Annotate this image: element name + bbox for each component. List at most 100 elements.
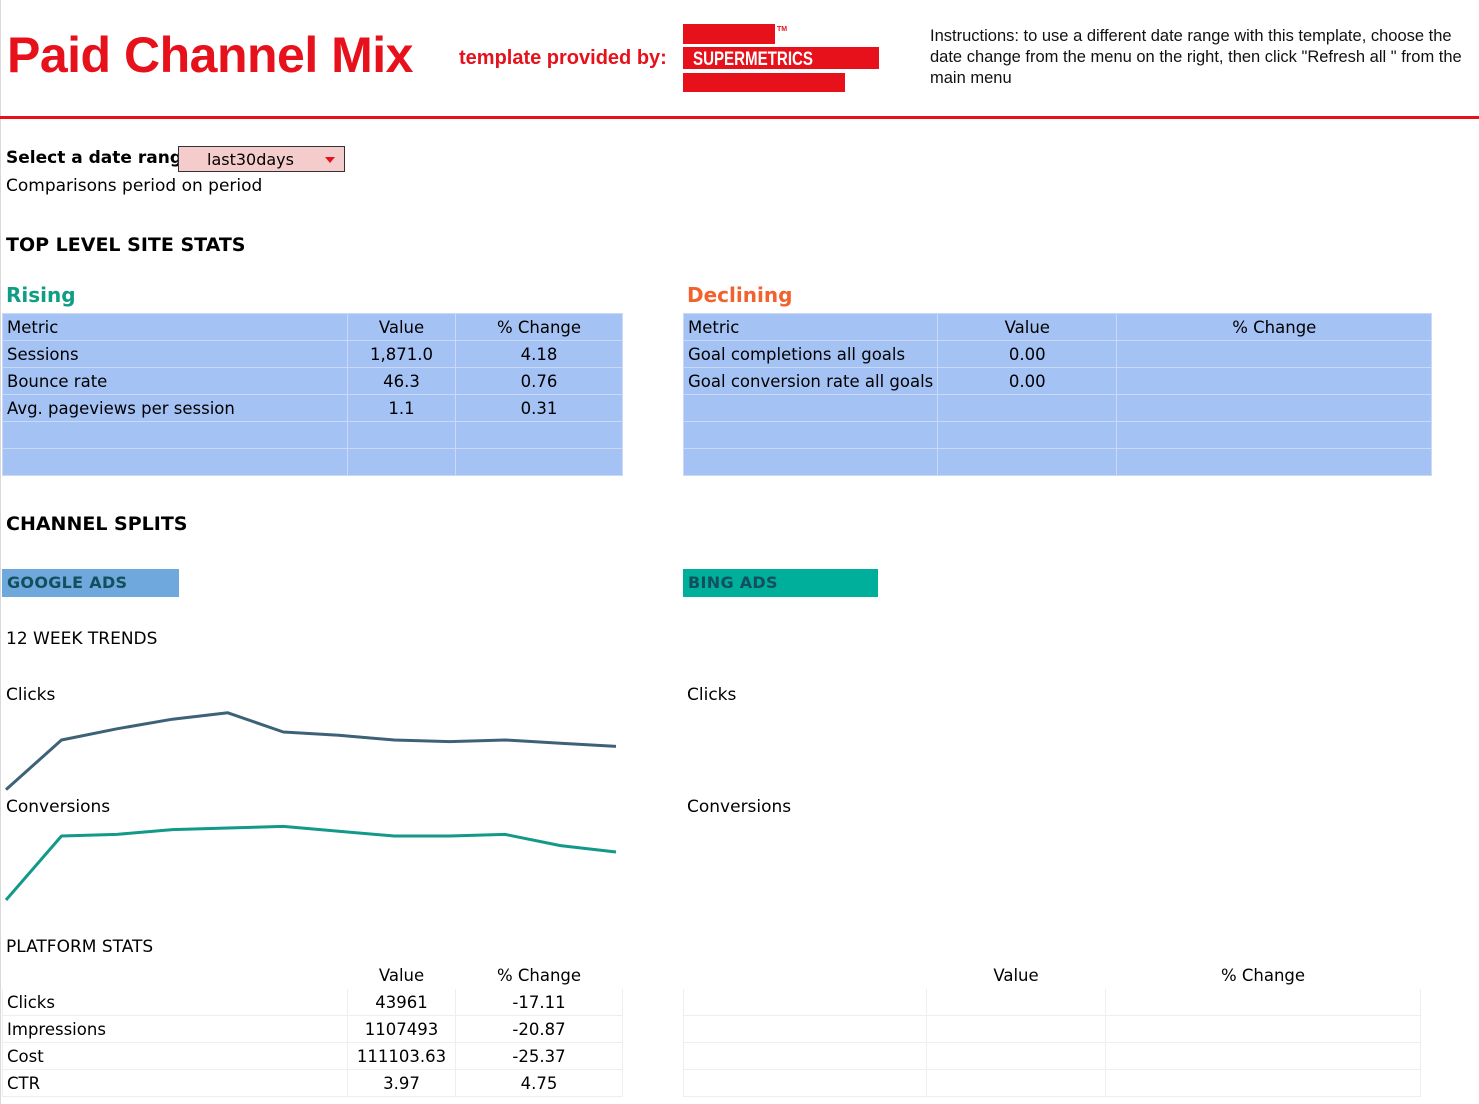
- date-range-dropdown[interactable]: last30days: [178, 146, 345, 172]
- change-cell[interactable]: [1116, 340, 1433, 368]
- change-cell[interactable]: [1105, 988, 1421, 1016]
- header-change[interactable]: % Change: [1105, 961, 1421, 989]
- metric-cell[interactable]: Clicks: [2, 988, 348, 1016]
- table-row: Avg. pageviews per session 1.1 0.31: [2, 394, 623, 422]
- table-row: [683, 988, 1421, 1016]
- value-cell[interactable]: 111103.63: [347, 1042, 456, 1070]
- clicks-series-line: [5, 711, 617, 791]
- metric-cell[interactable]: [683, 1069, 927, 1097]
- header-value[interactable]: Value: [347, 961, 456, 989]
- top-level-heading: TOP LEVEL SITE STATS: [6, 234, 246, 256]
- metric-cell[interactable]: [2, 421, 348, 449]
- logo-text: SUPERMETRICS: [693, 49, 813, 70]
- change-cell[interactable]: -25.37: [455, 1042, 623, 1070]
- platform-stats-heading: PLATFORM STATS: [6, 937, 154, 957]
- change-cell[interactable]: 4.75: [455, 1069, 623, 1097]
- metric-cell[interactable]: Cost: [2, 1042, 348, 1070]
- rising-table: Metric Value % Change Sessions 1,871.0 4…: [2, 313, 623, 476]
- metric-cell[interactable]: Bounce rate: [2, 367, 348, 395]
- metric-cell[interactable]: Goal completions all goals: [682, 340, 939, 368]
- value-cell[interactable]: 0.00: [937, 367, 1118, 395]
- metric-cell[interactable]: Avg. pageviews per session: [2, 394, 348, 422]
- table-row: Cost 111103.63 -25.37: [2, 1042, 623, 1070]
- value-cell[interactable]: 46.3: [347, 367, 456, 395]
- metric-cell[interactable]: [682, 394, 939, 422]
- change-cell[interactable]: 0.31: [455, 394, 623, 422]
- header-value[interactable]: Value: [347, 313, 456, 341]
- value-cell[interactable]: [926, 1042, 1106, 1070]
- header-metric[interactable]: Metric: [2, 313, 348, 341]
- table-row: [682, 394, 1433, 422]
- change-cell[interactable]: [1105, 1069, 1421, 1097]
- channel-splits-heading: CHANNEL SPLITS: [6, 513, 188, 535]
- value-cell[interactable]: 1,871.0: [347, 340, 456, 368]
- metric-cell[interactable]: [682, 421, 939, 449]
- change-cell[interactable]: -17.11: [455, 988, 623, 1016]
- value-cell[interactable]: 43961: [347, 988, 456, 1016]
- value-cell[interactable]: [926, 1015, 1106, 1043]
- metric-cell[interactable]: [683, 1015, 927, 1043]
- header-change[interactable]: % Change: [455, 961, 623, 989]
- declining-title: Declining: [687, 283, 793, 307]
- metric-cell[interactable]: [683, 1042, 927, 1070]
- value-cell[interactable]: [926, 1069, 1106, 1097]
- metric-cell[interactable]: Sessions: [2, 340, 348, 368]
- trends-heading: 12 WEEK TRENDS: [6, 629, 158, 649]
- chevron-down-icon[interactable]: [325, 157, 335, 163]
- value-cell[interactable]: [347, 448, 456, 476]
- value-cell[interactable]: [937, 448, 1118, 476]
- provided-by-label: template provided by:: [459, 47, 667, 69]
- google-clicks-label: Clicks: [6, 685, 56, 705]
- header-value[interactable]: Value: [926, 961, 1106, 989]
- table-row: [2, 448, 623, 476]
- metric-cell[interactable]: Goal conversion rate all goals: [682, 367, 939, 395]
- change-cell[interactable]: 4.18: [455, 340, 623, 368]
- table-row: Goal conversion rate all goals 0.00: [682, 367, 1433, 395]
- header-value[interactable]: Value: [937, 313, 1118, 341]
- change-cell[interactable]: [1116, 367, 1433, 395]
- change-cell[interactable]: [1105, 1042, 1421, 1070]
- table-row: [2, 421, 623, 449]
- bing-clicks-label: Clicks: [687, 685, 737, 705]
- change-cell[interactable]: [1116, 394, 1433, 422]
- value-cell[interactable]: 3.97: [347, 1069, 456, 1097]
- instructions-text: Instructions: to use a different date ra…: [930, 27, 1462, 87]
- header-change[interactable]: % Change: [455, 313, 623, 341]
- value-cell[interactable]: 1107493: [347, 1015, 456, 1043]
- metric-cell[interactable]: Impressions: [2, 1015, 348, 1043]
- table-row: Sessions 1,871.0 4.18: [2, 340, 623, 368]
- page-title: Paid Channel Mix: [7, 27, 413, 83]
- change-cell[interactable]: [455, 421, 623, 449]
- header-metric[interactable]: [683, 961, 927, 989]
- table-header-row: Metric Value % Change: [2, 313, 623, 341]
- metric-cell[interactable]: [2, 448, 348, 476]
- value-cell[interactable]: [937, 394, 1118, 422]
- logo-tm: TM: [777, 26, 787, 33]
- header-metric[interactable]: [2, 961, 348, 989]
- table-row: Clicks 43961 -17.11: [2, 988, 623, 1016]
- metric-cell[interactable]: [683, 988, 927, 1016]
- clicks-sparkline: [5, 711, 617, 791]
- date-range-label: Select a date range:: [6, 148, 201, 168]
- bing-platform-table: Value % Change: [683, 961, 1421, 1097]
- change-cell[interactable]: [1116, 421, 1433, 449]
- value-cell[interactable]: 0.00: [937, 340, 1118, 368]
- value-cell[interactable]: [937, 421, 1118, 449]
- value-cell[interactable]: [926, 988, 1106, 1016]
- metric-cell[interactable]: CTR: [2, 1069, 348, 1097]
- change-cell[interactable]: [1105, 1015, 1421, 1043]
- change-cell[interactable]: [1116, 448, 1433, 476]
- change-cell[interactable]: [455, 448, 623, 476]
- bing-conversions-label: Conversions: [687, 797, 792, 817]
- value-cell[interactable]: [347, 421, 456, 449]
- value-cell[interactable]: 1.1: [347, 394, 456, 422]
- google-platform-table: Value % Change Clicks 43961 -17.11 Impre…: [2, 961, 623, 1097]
- header-change[interactable]: % Change: [1116, 313, 1433, 341]
- header-metric[interactable]: Metric: [682, 313, 939, 341]
- table-row: [682, 421, 1433, 449]
- change-cell[interactable]: 0.76: [455, 367, 623, 395]
- table-row: Bounce rate 46.3 0.76: [2, 367, 623, 395]
- metric-cell[interactable]: [682, 448, 939, 476]
- declining-table: Metric Value % Change Goal completions a…: [682, 313, 1433, 476]
- change-cell[interactable]: -20.87: [455, 1015, 623, 1043]
